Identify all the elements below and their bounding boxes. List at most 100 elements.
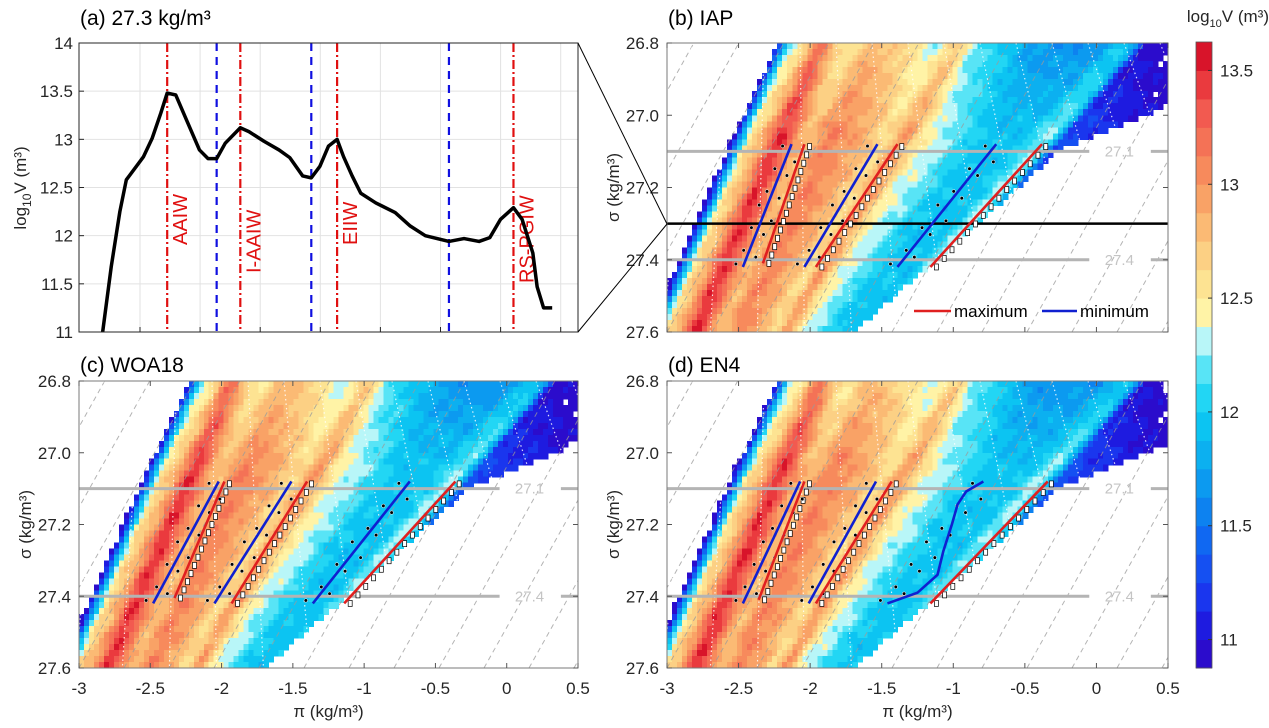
heatmap-cell [1022,103,1029,110]
heatmap-cell [682,271,688,279]
heatmap-cell [812,103,818,110]
heatmap-cell [917,205,924,213]
heatmap-cell [812,313,818,321]
heatmap-cell [478,452,484,460]
heatmap-cell [852,139,858,146]
heatmap-cell [782,91,788,98]
heatmap-cell [483,428,489,436]
heatmap-cell [1042,55,1049,62]
heatmap-cell [907,241,914,249]
heatmap-cell [972,97,979,104]
heatmap-cell [697,307,703,315]
heatmap-cell [882,163,889,171]
heatmap-cell [353,464,360,472]
heatmap-cell [1072,43,1079,50]
heatmap-cell [313,458,320,466]
heatmap-cell [977,181,984,189]
heatmap-cell [183,386,190,394]
heatmap-cell [937,73,944,80]
minimum-marker [764,189,770,194]
heatmap-cell [877,127,884,134]
heatmap-cell [1002,151,1009,158]
heatmap-cell [198,488,205,496]
heatmap-cell [917,103,924,110]
heatmap-cell [188,428,195,436]
heatmap-cell [243,464,250,472]
heatmap-cell [178,446,185,454]
heatmap-cell [952,199,959,207]
heatmap-cell [977,151,984,158]
heatmap-cell [518,381,524,388]
heatmap-cell [962,133,969,140]
heatmap-cell [822,313,828,321]
minimum-line [803,143,879,268]
heatmap-cell [193,428,200,436]
heatmap-cell [513,440,519,448]
heatmap-cell [363,416,370,424]
heatmap-cell [767,235,773,243]
heatmap-cell [268,512,275,520]
heatmap-cell [832,145,838,152]
heatmap-cell [737,133,743,140]
heatmap-cell [867,169,874,177]
heatmap-cell [238,488,245,496]
heatmap-cell [473,404,479,412]
heatmap-cell [313,488,320,496]
minimum-marker [733,261,738,267]
heatmap-cell [348,482,355,490]
heatmap-cell [218,500,225,508]
heatmap-cell [792,223,798,231]
volume-profile-line [100,91,553,333]
heatmap-cell [193,404,200,412]
heatmap-cell [942,121,949,128]
heatmap-cell [258,476,265,484]
heatmap-cell [328,452,335,460]
heatmap-cell [538,381,544,388]
heatmap-cell [847,307,853,315]
heatmap-cell [782,325,788,332]
heatmap-cell [722,259,728,267]
heatmap-cell [817,67,823,74]
heatmap-cell [408,410,414,418]
heatmap-cell [528,404,534,412]
heatmap-cell [852,187,858,195]
heatmap-cell [398,494,404,502]
heatmap-cell [937,115,944,122]
heatmap-cell [967,151,974,158]
heatmap-cell [997,67,1004,74]
heatmap-cell [373,470,379,478]
heatmap-cell [772,235,778,243]
heatmap-cell [468,440,474,448]
heatmap-cell [303,506,310,514]
heatmap-cell [243,500,250,508]
heatmap-cell [807,301,813,309]
heatmap-cell [273,482,280,490]
y-tick-label: 13.5 [40,82,73,101]
heatmap-cell [962,163,969,171]
heatmap-cell [308,488,315,496]
heatmap-cell [463,446,469,454]
heatmap-cell [787,325,793,332]
heatmap-cell [912,121,919,128]
heatmap-cell [937,67,944,74]
heatmap-cell [727,175,733,183]
heatmap-cell [937,127,944,134]
heatmap-cell [498,386,504,394]
heatmap-cell [218,512,225,520]
heatmap-cell [917,157,924,165]
heatmap-cell [767,181,773,189]
heatmap-cell [338,398,345,406]
heatmap-cell [1012,163,1019,171]
heatmap-cell [418,416,424,424]
heatmap-cell [787,295,793,303]
heatmap-cell [303,446,310,454]
heatmap-cell [857,217,863,225]
heatmap-cell [353,458,360,466]
heatmap-cell [827,175,833,183]
heatmap-cell [897,253,904,261]
heatmap-cell [827,61,833,68]
heatmap-cell [927,103,934,110]
heatmap-cell [193,470,200,478]
heatmap-cell [907,127,914,134]
heatmap-cell [892,223,899,231]
